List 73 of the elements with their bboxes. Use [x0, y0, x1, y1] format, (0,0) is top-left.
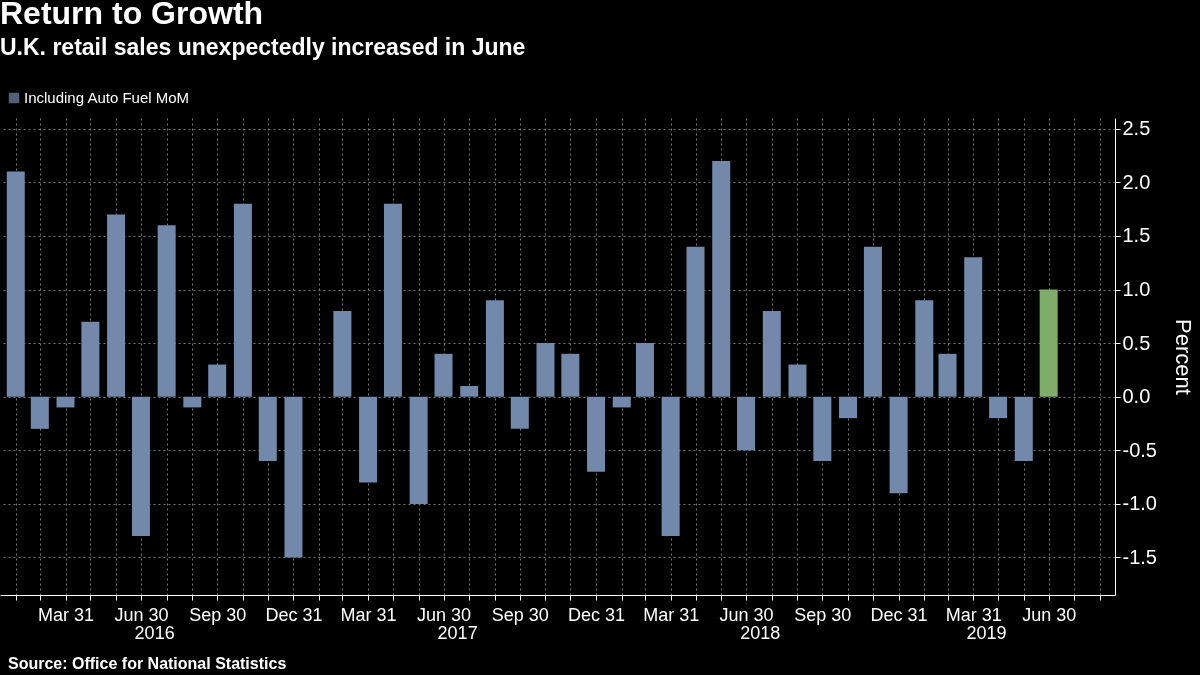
bar	[81, 321, 100, 397]
x-tick-label: Dec 31	[265, 604, 323, 625]
bar	[635, 343, 654, 397]
bar	[813, 396, 832, 462]
y-tick-label: 2.5	[1122, 117, 1151, 140]
bar	[762, 310, 781, 397]
y-tick-label: 0.0	[1122, 385, 1151, 408]
x-tick-label: Jun 30	[1022, 604, 1077, 625]
bar	[258, 396, 277, 462]
text: 2016	[134, 623, 175, 643]
y-tick-label: 2.0	[1122, 170, 1151, 193]
bar	[284, 396, 303, 558]
bar	[409, 396, 428, 504]
text: 2019	[966, 623, 1007, 643]
text: 2017	[437, 623, 478, 643]
bar	[737, 396, 756, 451]
bar	[107, 214, 126, 397]
bar	[485, 300, 504, 397]
x-tick-label: Sep 30	[491, 604, 549, 625]
bar	[157, 225, 176, 397]
y-tick-label: 1.0	[1122, 278, 1151, 301]
bar	[333, 310, 352, 397]
source-note: Source: Office for National Statistics	[8, 655, 287, 672]
x-tick-label: Jun 30	[114, 604, 169, 625]
bar	[712, 160, 731, 397]
bar	[915, 300, 934, 397]
chart-subtitle: U.K. retail sales unexpectedly increased in June	[0, 34, 526, 60]
x-tick-label: Dec 31	[568, 604, 626, 625]
bar	[863, 246, 882, 397]
x-tick-label: Mar 31	[38, 604, 95, 625]
x-tick-label: Jun 30	[416, 604, 472, 625]
x-tick-label: Dec 31	[870, 604, 928, 625]
y-axis-title: Percent	[1170, 319, 1196, 395]
bar	[839, 396, 858, 419]
bar	[359, 396, 378, 483]
chart-title: Return to Growth	[0, 0, 264, 31]
bar	[587, 396, 606, 472]
bar	[536, 343, 555, 397]
bar	[434, 353, 453, 397]
bar	[561, 353, 580, 397]
x-tick-label: Sep 30	[794, 604, 852, 625]
bar	[56, 396, 75, 408]
legend-label: Including Auto Fuel MoM	[24, 89, 190, 106]
bar	[989, 396, 1008, 419]
y-tick-label: -1.0	[1122, 492, 1157, 515]
x-tick-label: Jun 30	[719, 604, 774, 625]
bar	[889, 396, 908, 494]
bar	[612, 396, 631, 408]
bar	[208, 364, 227, 397]
bar	[510, 396, 529, 429]
bar	[183, 396, 202, 408]
y-tick-label: -1.5	[1122, 545, 1157, 568]
bar	[233, 203, 252, 397]
bar	[6, 171, 25, 397]
bar	[661, 396, 680, 537]
bar	[131, 396, 150, 537]
bar	[30, 396, 49, 429]
text: 2018	[740, 623, 781, 643]
y-tick-label: 0.5	[1122, 331, 1151, 354]
y-tick-label: 1.5	[1122, 224, 1151, 247]
bar	[1014, 396, 1033, 462]
x-tick-label: Sep 30	[189, 604, 247, 625]
bar	[460, 385, 479, 397]
x-tick-label: Mar 31	[643, 604, 700, 625]
bar	[383, 203, 402, 397]
bar	[964, 257, 983, 397]
y-tick-label: -0.5	[1122, 438, 1157, 461]
bar	[938, 353, 957, 397]
x-tick-label: Mar 31	[340, 604, 397, 625]
x-tick-label: Mar 31	[945, 604, 1002, 625]
bar	[788, 364, 807, 397]
bar	[686, 246, 705, 397]
bar	[1039, 289, 1058, 397]
